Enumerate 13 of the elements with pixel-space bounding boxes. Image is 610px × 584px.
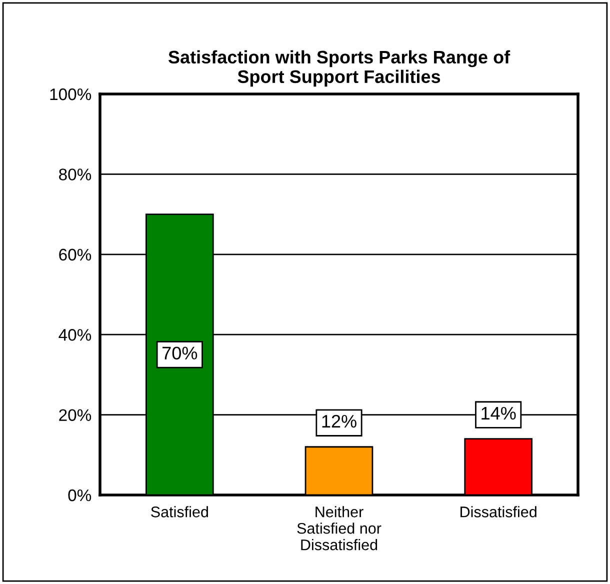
y-tick-label: 60% [59, 248, 92, 261]
x-tick-label: Dissatisfied [460, 506, 536, 518]
data-label: 70% [162, 346, 198, 360]
y-tick-label: 80% [59, 168, 92, 180]
x-tick-label: Satisfied [151, 506, 208, 518]
x-tick-label: Neither Satisfied nor Dissatisfied [297, 506, 382, 550]
y-tick-label: 100% [50, 88, 92, 100]
data-label: 14% [482, 406, 516, 420]
y-tick-label: 20% [59, 409, 92, 422]
chart-title: Satisfaction with Sports Parks Range of Sport Support Facilities [168, 50, 510, 87]
data-label: 12% [322, 414, 356, 428]
y-tick-label: 0% [68, 489, 92, 502]
y-tick-label: 40% [58, 329, 92, 341]
